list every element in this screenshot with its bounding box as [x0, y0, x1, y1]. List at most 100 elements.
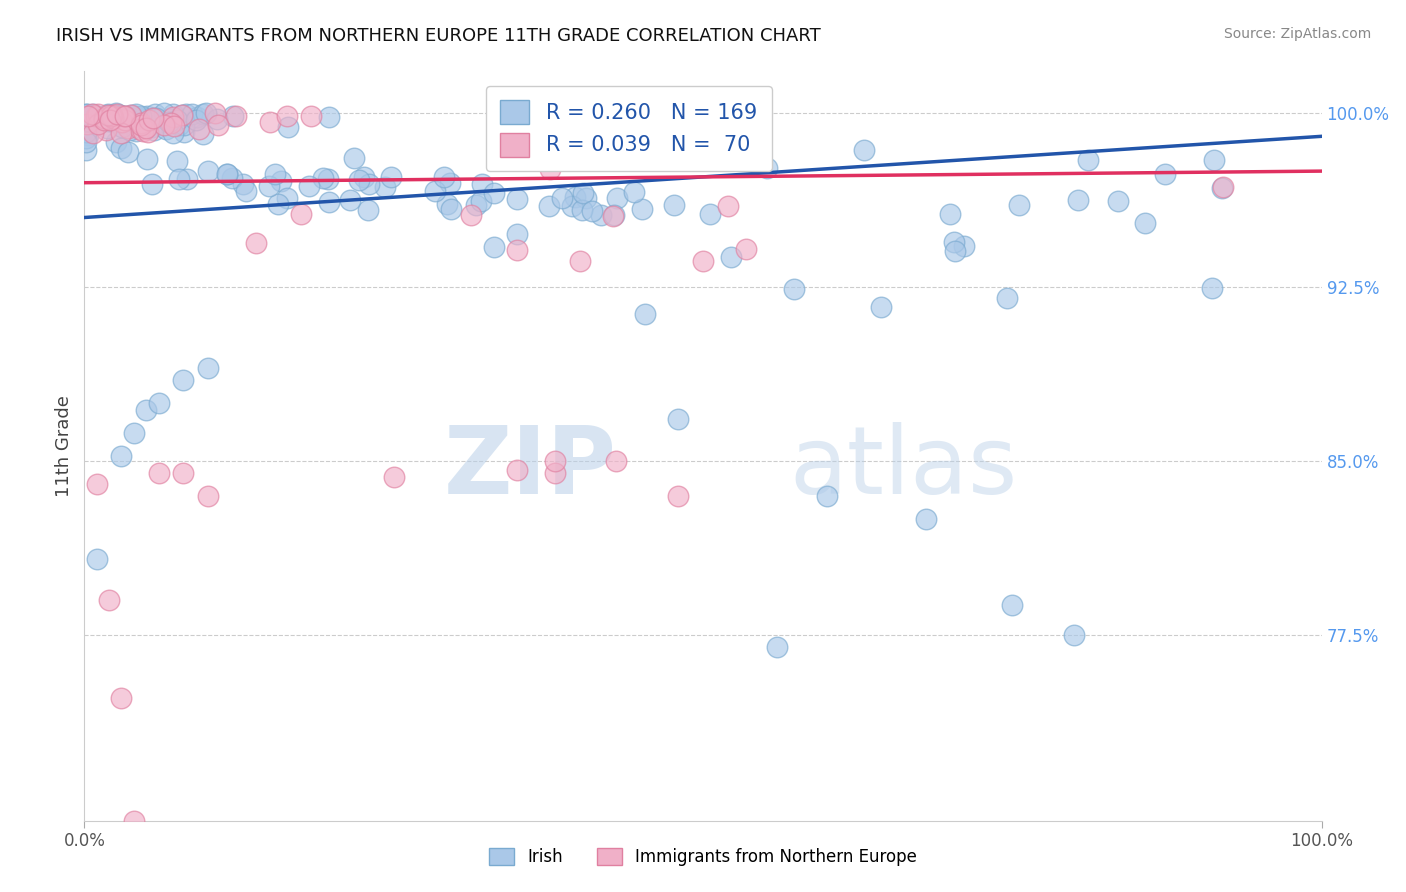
Point	[94, 113, 117, 128]
Point	[114, 109, 136, 123]
Point	[75, 125, 97, 139]
Point	[136, 112, 159, 126]
Point	[575, 190, 598, 204]
Point	[98, 593, 121, 607]
Point	[543, 454, 565, 468]
Point	[506, 192, 529, 206]
Point	[538, 162, 561, 177]
Point	[166, 154, 188, 169]
Point	[605, 454, 627, 468]
Point	[167, 171, 190, 186]
Point	[143, 123, 166, 137]
Point	[135, 403, 157, 417]
Point	[699, 207, 721, 221]
Point	[122, 814, 145, 828]
Point	[464, 198, 486, 212]
Point	[97, 108, 120, 122]
Point	[89, 114, 111, 128]
Point	[100, 112, 122, 126]
Point	[374, 179, 396, 194]
Point	[124, 115, 146, 129]
Point	[98, 112, 121, 127]
Point	[259, 114, 281, 128]
Point	[595, 151, 617, 165]
Point	[995, 291, 1018, 305]
Point	[82, 107, 104, 121]
Legend: Irish, Immigrants from Northern Europe: Irish, Immigrants from Northern Europe	[481, 840, 925, 875]
Point	[357, 178, 380, 192]
Point	[606, 191, 628, 205]
Point	[299, 109, 322, 123]
Point	[664, 198, 686, 212]
Point	[108, 110, 131, 124]
Point	[173, 118, 195, 132]
Point	[114, 112, 136, 127]
Point	[118, 122, 141, 136]
Point	[225, 109, 247, 123]
Point	[110, 126, 132, 140]
Text: Source: ZipAtlas.com: Source: ZipAtlas.com	[1223, 27, 1371, 41]
Point	[148, 396, 170, 410]
Point	[131, 109, 153, 123]
Point	[136, 109, 159, 123]
Point	[204, 106, 226, 120]
Point	[101, 110, 124, 124]
Point	[114, 109, 136, 123]
Point	[267, 197, 290, 211]
Point	[101, 108, 124, 122]
Point	[232, 177, 254, 191]
Point	[717, 199, 740, 213]
Point	[186, 110, 208, 124]
Point	[84, 110, 107, 124]
Point	[439, 176, 461, 190]
Point	[347, 172, 370, 186]
Point	[756, 161, 779, 176]
Point	[75, 135, 97, 149]
Point	[93, 110, 115, 124]
Point	[914, 512, 936, 526]
Point	[76, 106, 98, 120]
Point	[110, 450, 132, 464]
Point	[77, 128, 100, 143]
Point	[382, 470, 405, 484]
Point	[568, 254, 591, 268]
Point	[125, 109, 148, 123]
Point	[1077, 153, 1099, 167]
Point	[100, 111, 122, 125]
Text: ZIP: ZIP	[443, 423, 616, 515]
Point	[105, 135, 128, 149]
Point	[75, 144, 97, 158]
Point	[82, 126, 104, 140]
Point	[257, 178, 280, 193]
Point	[125, 124, 148, 138]
Point	[1107, 194, 1129, 208]
Point	[666, 412, 689, 426]
Point	[197, 489, 219, 503]
Point	[110, 107, 132, 121]
Point	[136, 124, 159, 138]
Point	[720, 251, 742, 265]
Point	[602, 209, 624, 223]
Point	[121, 111, 143, 125]
Point	[82, 112, 104, 127]
Point	[152, 119, 174, 133]
Point	[423, 184, 446, 198]
Point	[172, 107, 194, 121]
Point	[103, 108, 125, 122]
Point	[312, 171, 335, 186]
Point	[162, 110, 184, 124]
Point	[766, 640, 789, 654]
Point	[104, 110, 127, 124]
Point	[318, 194, 340, 209]
Point	[93, 113, 115, 128]
Point	[564, 190, 586, 204]
Point	[176, 171, 198, 186]
Point	[194, 106, 217, 120]
Point	[131, 116, 153, 130]
Point	[120, 108, 142, 122]
Y-axis label: 11th Grade: 11th Grade	[55, 395, 73, 497]
Point	[110, 690, 132, 705]
Point	[120, 116, 142, 130]
Point	[103, 111, 125, 125]
Point	[162, 126, 184, 140]
